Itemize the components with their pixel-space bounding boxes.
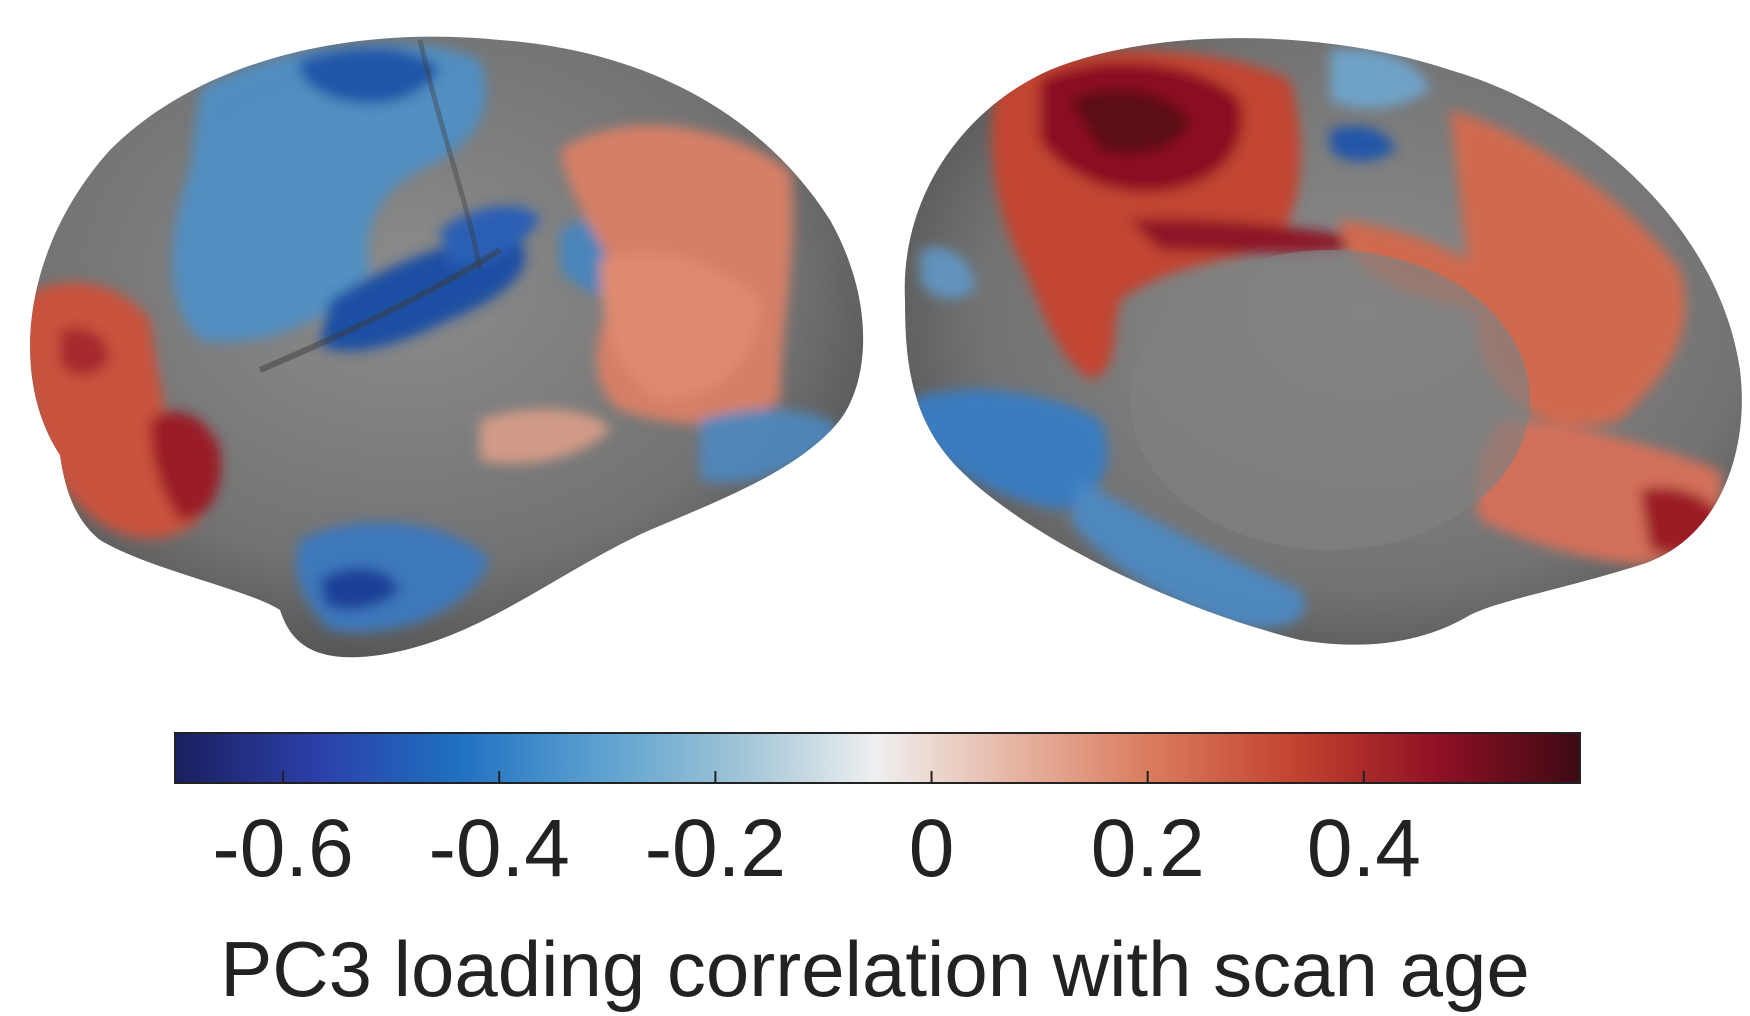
colorbar-tick-label: 0 bbox=[908, 803, 955, 894]
colorbar-label: PC3 loading correlation with scan age bbox=[220, 925, 1530, 1013]
colorbar-tick-label: -0.4 bbox=[428, 803, 570, 894]
brain-surface-views bbox=[30, 36, 1742, 658]
colorbar-gradient bbox=[174, 732, 1581, 784]
colorbar-tick-label: -0.2 bbox=[644, 803, 787, 894]
left-hemisphere-lateral bbox=[30, 36, 864, 658]
colorbar-tick-label: -0.6 bbox=[212, 803, 354, 894]
colorbar-ticks bbox=[282, 771, 1365, 783]
colorbar bbox=[174, 732, 1581, 784]
right-hemisphere-medial bbox=[904, 38, 1742, 645]
colorbar-tick-label: 0.2 bbox=[1090, 803, 1205, 894]
colorbar-tick-label: 0.4 bbox=[1306, 803, 1421, 894]
